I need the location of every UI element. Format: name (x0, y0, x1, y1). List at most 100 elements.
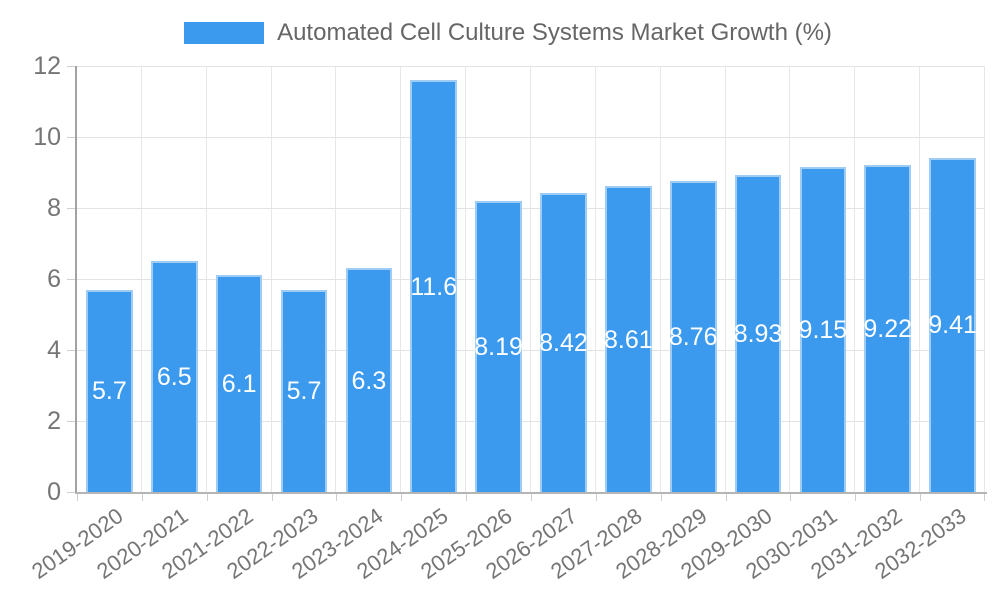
x-tick-mark (660, 494, 662, 501)
bar-2031-2032[interactable]: 9.22 (863, 164, 913, 492)
bar-value-label: 8.76 (668, 323, 718, 352)
v-gridline (984, 66, 985, 492)
bar-value-label: 6.1 (221, 370, 257, 399)
bar-cell: 8.76 (661, 66, 726, 492)
h-gridline (77, 350, 985, 351)
v-gridline (530, 66, 531, 492)
bar-value-label: 8.42 (539, 329, 588, 358)
bar-value-label: 6.3 (351, 366, 387, 395)
x-tick-mark (855, 494, 857, 501)
v-gridline (594, 66, 596, 492)
bar-cell: 8.42 (531, 66, 596, 492)
bar-cell: 5.7 (77, 66, 142, 492)
x-tick-mark (790, 494, 792, 501)
v-gridline (270, 66, 272, 492)
y-tick-mark (67, 208, 75, 209)
x-tick-mark (77, 494, 78, 501)
bar-2020-2021[interactable]: 6.5 (150, 261, 198, 492)
bar-2030-2031[interactable]: 9.15 (798, 167, 848, 492)
v-gridline (854, 66, 856, 492)
x-tick-mark (271, 494, 273, 501)
y-tick-mark (67, 350, 75, 351)
v-gridline (789, 66, 791, 492)
bar-2026-2027[interactable]: 8.42 (539, 193, 588, 492)
legend-swatch-icon (184, 22, 265, 44)
y-axis-labels: 0 2 4 6 8 10 12 (0, 53, 61, 505)
legend-label: Automated Cell Culture Systems Market Gr… (277, 19, 832, 46)
v-gridline (400, 66, 402, 492)
h-gridline (77, 279, 985, 280)
x-tick-mark (206, 494, 208, 501)
legend[interactable]: Automated Cell Culture Systems Market Gr… (8, 20, 1000, 46)
bar-cell: 9.15 (790, 66, 855, 492)
x-tick-mark (466, 494, 468, 501)
bar-cell: 8.93 (726, 66, 791, 492)
bar-value-label: 5.7 (286, 377, 322, 406)
v-gridline (919, 66, 921, 492)
bar-value-label: 8.93 (733, 320, 783, 348)
bar-2019-2020[interactable]: 5.7 (86, 289, 133, 492)
y-tick-label: 4 (47, 336, 61, 364)
h-gridline (77, 66, 985, 67)
bar-cell: 9.41 (920, 66, 985, 492)
y-tick-label: 0 (47, 478, 61, 506)
bar-cell: 8.19 (466, 66, 531, 492)
bar-value-label: 8.19 (474, 333, 523, 362)
bar-value-label: 9.15 (798, 316, 848, 345)
y-tick-label: 12 (33, 52, 61, 80)
x-axis-labels: 2019-2020 2020-2021 2021-2022 2022-2023 2023… (27, 503, 985, 600)
bar-cell: 6.1 (207, 66, 272, 492)
bar-value-label: 9.22 (863, 314, 913, 343)
h-gridline (77, 208, 985, 209)
y-tick-label: 10 (33, 123, 61, 151)
h-gridline (77, 137, 985, 138)
y-tick-mark (67, 279, 75, 280)
bar-2024-2025[interactable]: 11.6 (410, 80, 457, 492)
v-gridline (140, 66, 142, 492)
y-tick-mark (67, 492, 75, 493)
v-gridline (465, 66, 467, 492)
x-tick-mark (141, 494, 143, 501)
x-tick-mark (336, 494, 338, 501)
x-tick-mark (920, 494, 922, 501)
y-tick-label: 6 (47, 265, 61, 293)
bar-cell: 9.22 (855, 66, 920, 492)
v-gridline (724, 66, 726, 492)
bar-2032-2033[interactable]: 9.41 (928, 157, 977, 492)
x-tick-mark (984, 494, 985, 501)
bar-value-label: 6.5 (156, 363, 192, 392)
bar-value-label: 5.7 (92, 377, 127, 406)
bar-2023-2024[interactable]: 6.3 (345, 268, 393, 492)
bar-2027-2028[interactable]: 8.61 (603, 186, 653, 492)
bar-2029-2030[interactable]: 8.93 (733, 175, 783, 492)
bar-2022-2023[interactable]: 5.7 (280, 289, 328, 492)
y-tick-mark (67, 66, 75, 67)
bar-2021-2022[interactable]: 6.1 (215, 275, 263, 492)
v-gridline (335, 66, 337, 492)
bar-value-label: 11.6 (410, 272, 458, 301)
y-tick-label: 8 (47, 194, 61, 222)
v-gridline (205, 66, 207, 492)
bar-cell: 5.7 (272, 66, 337, 492)
bar-cell: 11.6 (401, 66, 466, 492)
bar-value-label: 9.41 (928, 311, 977, 340)
bar-2028-2029[interactable]: 8.76 (668, 181, 718, 492)
bar-series: 5.7 6.5 6.1 5.7 6.3 11.6 8.19 8.42 8.61 8.76 8.93 9… (77, 66, 985, 492)
x-tick-mark (595, 494, 597, 501)
x-tick-mark (725, 494, 727, 501)
bar-cell: 6.3 (336, 66, 401, 492)
x-axis-line (75, 492, 987, 494)
x-tick-mark (531, 494, 532, 501)
y-tick-mark (67, 421, 75, 422)
v-gridline (659, 66, 661, 492)
h-gridline (77, 421, 985, 422)
bar-cell: 6.5 (142, 66, 207, 492)
bar-2025-2026[interactable]: 8.19 (474, 201, 523, 492)
y-tick-mark (67, 137, 75, 138)
bar-value-label: 8.61 (603, 325, 653, 354)
y-axis-line (75, 66, 77, 494)
y-tick-label: 2 (47, 407, 61, 435)
x-tick-mark (401, 494, 403, 501)
plot-area: 5.7 6.5 6.1 5.7 6.3 11.6 8.19 8.42 8.61 8.76 8.93 9… (77, 66, 985, 492)
